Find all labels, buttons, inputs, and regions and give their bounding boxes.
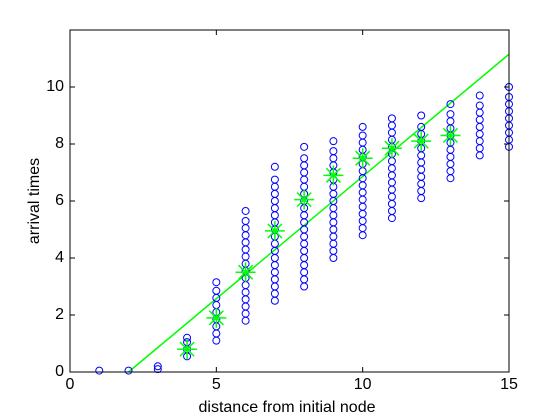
sample-point <box>446 110 455 119</box>
y-tick-label: 2 <box>55 306 64 323</box>
y-tick-label: 8 <box>55 135 64 152</box>
sample-point <box>329 147 338 156</box>
sample-point <box>124 366 133 375</box>
sample-point <box>153 362 162 371</box>
y-tick-label: 4 <box>55 249 64 266</box>
mean-marker <box>177 339 198 360</box>
x-tick-label: 10 <box>354 376 372 393</box>
x-tick-label: 5 <box>212 376 221 393</box>
mean-marker <box>206 307 227 328</box>
sample-point <box>358 131 367 140</box>
mean-marker <box>294 189 315 210</box>
y-tick-label: 0 <box>55 363 64 380</box>
mean-marker <box>352 148 373 169</box>
mean-marker <box>323 165 344 186</box>
mean-marker <box>440 125 461 146</box>
y-tick-label: 10 <box>46 78 64 95</box>
y-axis-label: arrival times <box>26 158 43 244</box>
sample-point <box>329 137 338 146</box>
mean-marker <box>381 138 402 159</box>
mean-marker <box>411 131 432 152</box>
sample-point <box>475 101 484 110</box>
sample-point <box>387 114 396 123</box>
sample-point <box>300 154 309 163</box>
y-tick-label: 6 <box>55 192 64 209</box>
sample-point <box>417 122 426 131</box>
mean-marker <box>235 262 256 283</box>
x-axis-label: distance from initial node <box>199 399 376 416</box>
sample-point <box>446 100 455 109</box>
sample-point <box>417 111 426 120</box>
sample-point <box>241 206 250 215</box>
x-tick-label: 0 <box>66 376 75 393</box>
sample-point <box>212 278 221 287</box>
mean-marker <box>264 220 285 241</box>
fit-line <box>128 53 510 373</box>
x-tick-label: 15 <box>500 376 518 393</box>
sample-point <box>270 175 279 184</box>
sample-point <box>270 162 279 171</box>
sample-point <box>153 365 162 374</box>
sample-point <box>212 286 221 295</box>
sample-point <box>358 122 367 131</box>
sample-point <box>300 142 309 151</box>
sample-point <box>95 366 104 375</box>
sample-point <box>241 216 250 225</box>
sample-point <box>475 91 484 100</box>
